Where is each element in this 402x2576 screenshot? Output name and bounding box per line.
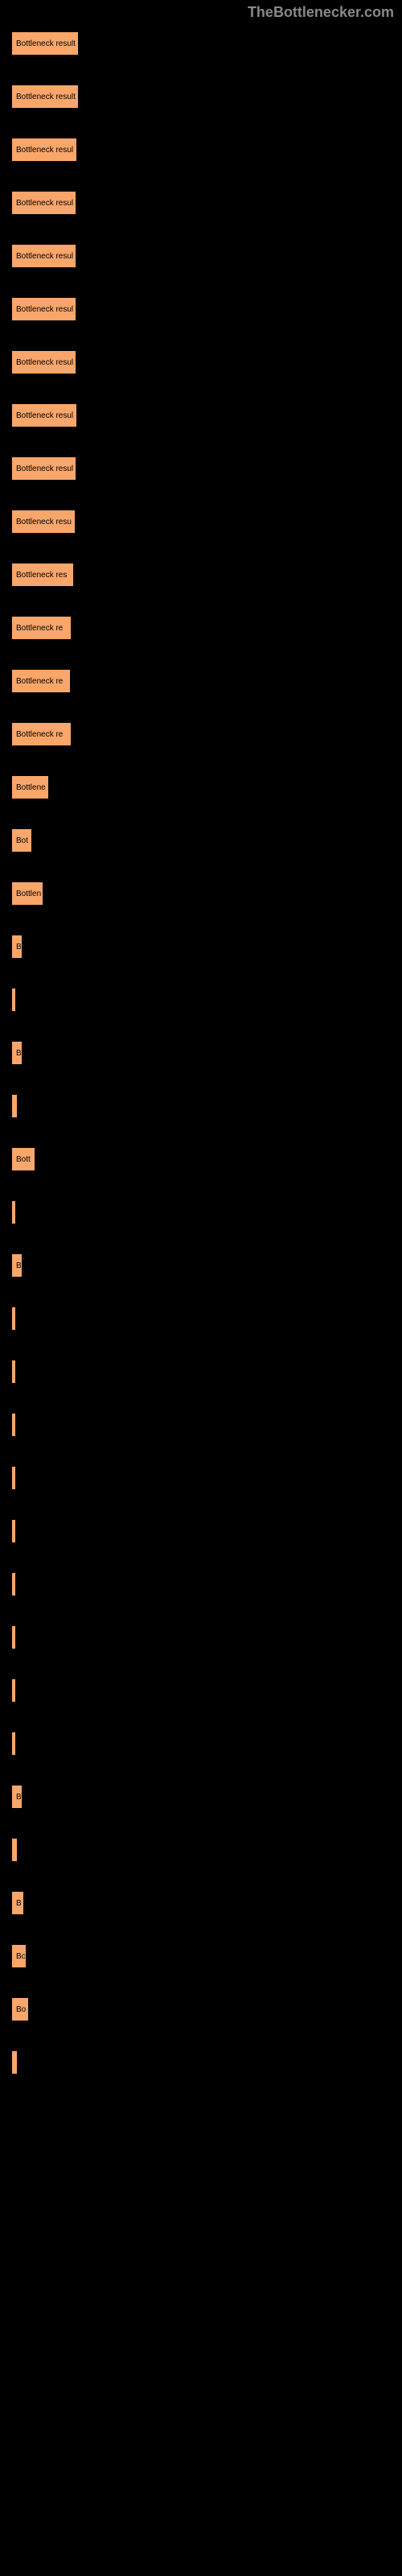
chart-bar: Bottleneck resul	[12, 298, 76, 320]
chart-row: Bottleneck re	[12, 670, 402, 692]
chart-bar	[12, 1573, 15, 1596]
chart-bar	[12, 1307, 15, 1330]
chart-row: Bottleneck resul	[12, 245, 402, 267]
chart-row: Bo	[12, 1998, 402, 2021]
chart-row	[12, 2051, 402, 2074]
chart-row	[12, 1626, 402, 1649]
chart-bar: B	[12, 1785, 22, 1808]
chart-bar: Bottleneck resul	[12, 245, 76, 267]
chart-bar: Bottleneck resul	[12, 351, 76, 374]
chart-row: Bottleneck re	[12, 723, 402, 745]
chart-bar: Bottlen	[12, 882, 43, 905]
chart-row: Bottleneck result	[12, 32, 402, 55]
chart-bar: Bottleneck resu	[12, 510, 75, 533]
chart-row: Bottleneck resul	[12, 351, 402, 374]
chart-bar: Bottleneck resul	[12, 457, 76, 480]
chart-row: Bottleneck re	[12, 617, 402, 639]
watermark-text: TheBottlenecker.com	[248, 4, 394, 21]
chart-row	[12, 1573, 402, 1596]
chart-bar: Bott	[12, 1148, 35, 1170]
chart-row	[12, 989, 402, 1011]
chart-bar	[12, 989, 15, 1011]
chart-bar: Bottleneck res	[12, 564, 73, 586]
chart-row: Bottlene	[12, 776, 402, 799]
chart-row: Bo	[12, 1945, 402, 1967]
chart-row	[12, 1679, 402, 1702]
chart-row	[12, 1520, 402, 1542]
chart-bar: B	[12, 935, 22, 958]
chart-row: Bottleneck resul	[12, 404, 402, 427]
chart-row: Bottleneck resul	[12, 192, 402, 214]
chart-row: Bottleneck res	[12, 564, 402, 586]
chart-bar: Bot	[12, 829, 31, 852]
chart-row: B	[12, 1042, 402, 1064]
chart-bar	[12, 1679, 15, 1702]
chart-row	[12, 1414, 402, 1436]
chart-bar: Bottleneck resul	[12, 192, 76, 214]
chart-bar: Bottleneck result	[12, 85, 78, 108]
chart-row: Bott	[12, 1148, 402, 1170]
chart-bar	[12, 1414, 15, 1436]
chart-row	[12, 1360, 402, 1383]
chart-bar: Bo	[12, 1945, 26, 1967]
chart-bar: Bottleneck resul	[12, 138, 76, 161]
chart-bar	[12, 1360, 15, 1383]
chart-row: Bottleneck resu	[12, 510, 402, 533]
chart-bar: Bottleneck result	[12, 32, 78, 55]
chart-row: B	[12, 1785, 402, 1808]
chart-row: Bottlen	[12, 882, 402, 905]
chart-row: B	[12, 1254, 402, 1277]
chart-row: Bottleneck resul	[12, 298, 402, 320]
chart-bar: Bottlene	[12, 776, 48, 799]
chart-row: B	[12, 935, 402, 958]
chart-bar	[12, 1839, 17, 1861]
chart-bar: Bottleneck re	[12, 617, 71, 639]
chart-row: Bottleneck result	[12, 85, 402, 108]
chart-row: B	[12, 1892, 402, 1914]
chart-row	[12, 1839, 402, 1861]
chart-bar: Bo	[12, 1998, 28, 2021]
chart-row: Bottleneck resul	[12, 138, 402, 161]
chart-bar	[12, 1732, 15, 1755]
chart-bar	[12, 1520, 15, 1542]
chart-bar	[12, 1626, 15, 1649]
chart-row	[12, 1095, 402, 1117]
chart-bar	[12, 1467, 15, 1489]
chart-bar: Bottleneck re	[12, 723, 71, 745]
chart-container: Bottleneck result Bottleneck result Bottle…	[0, 0, 402, 2074]
chart-row	[12, 1732, 402, 1755]
chart-bar	[12, 2051, 17, 2074]
chart-bar: B	[12, 1254, 22, 1277]
chart-row: Bot	[12, 829, 402, 852]
chart-bar	[12, 1095, 17, 1117]
chart-row	[12, 1307, 402, 1330]
chart-bar	[12, 1201, 15, 1224]
chart-row: Bottleneck resul	[12, 457, 402, 480]
chart-bar: B	[12, 1042, 22, 1064]
chart-row	[12, 1201, 402, 1224]
chart-row	[12, 1467, 402, 1489]
chart-bar: Bottleneck resul	[12, 404, 76, 427]
chart-bar: Bottleneck re	[12, 670, 70, 692]
chart-bar: B	[12, 1892, 23, 1914]
